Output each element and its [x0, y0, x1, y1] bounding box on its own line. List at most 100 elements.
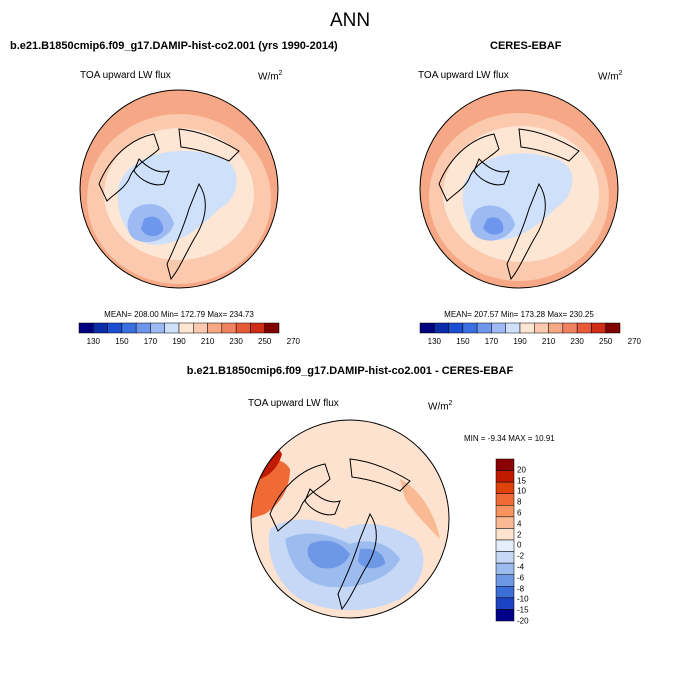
cbar-tick-label: 4 — [517, 519, 522, 529]
colorbar-swatch — [495, 493, 515, 506]
panel-3-colorbar-ticks: 20 15 10 8 6 4 2 0 -2 -4 -6 -8 -10 -15 -… — [517, 459, 547, 625]
colorbar-swatch — [462, 322, 478, 334]
cbar-tick-label: 210 — [541, 337, 556, 346]
cbar-tick-label: 130 — [427, 337, 441, 346]
colorbar-swatch — [495, 458, 515, 471]
colorbar-swatch — [121, 322, 137, 334]
panel-3-colorbar — [495, 458, 515, 622]
coastlines — [269, 458, 411, 611]
colorbar-swatch — [562, 322, 578, 334]
colorbar-swatch — [495, 505, 515, 518]
map-border — [419, 89, 619, 289]
colorbar-swatch — [495, 528, 515, 541]
colorbar-swatch — [235, 322, 251, 334]
coastlines — [98, 128, 240, 281]
colorbar-swatch — [495, 551, 515, 564]
cbar-tick-label: 210 — [200, 337, 215, 346]
flux-region-coldest — [141, 216, 164, 237]
colorbar-swatch — [491, 322, 506, 334]
colorbar-swatch — [576, 322, 592, 334]
cbar-tick-label: 250 — [258, 337, 272, 346]
panel-1-title: b.e21.B1850cmip6.f09_g17.DAMIP-hist-co2.… — [10, 40, 338, 52]
colorbar-swatch — [548, 322, 564, 334]
panel-3-units: W/m2 — [428, 400, 453, 413]
panel-1-map — [79, 89, 279, 289]
colorbar-swatch — [150, 322, 165, 334]
colorbar-swatch — [250, 322, 265, 334]
cbar-tick-label: 170 — [484, 337, 499, 346]
cbar-tick-label: 15 — [517, 476, 526, 486]
panel-2-variable: TOA upward LW flux — [418, 70, 509, 81]
colorbar-swatch — [495, 481, 515, 494]
cbar-tick-label: -4 — [517, 562, 525, 572]
cbar-tick-label: -2 — [517, 551, 525, 561]
colorbar-swatch — [495, 609, 515, 622]
cbar-tick-label: 2 — [517, 530, 522, 540]
colorbar-swatch — [207, 322, 223, 334]
cbar-tick-label: -20 — [517, 616, 529, 626]
cbar-tick-label: 10 — [517, 486, 526, 496]
cbar-tick-label: 230 — [570, 337, 584, 346]
colorbar-swatch — [78, 322, 94, 334]
cbar-tick-label: 270 — [627, 337, 641, 346]
panel-1-colorbar — [78, 322, 280, 334]
colorbar-swatch — [178, 322, 194, 334]
colorbar-swatch — [495, 586, 515, 599]
cbar-tick-label: 190 — [172, 337, 186, 346]
cbar-tick-label: 20 — [517, 465, 526, 475]
colorbar-swatch — [419, 322, 435, 334]
panel-2-colorbar — [419, 322, 621, 334]
colorbar-swatch — [135, 322, 151, 334]
colorbar-swatch — [164, 322, 180, 334]
panel-3-variable: TOA upward LW flux — [248, 398, 339, 409]
panel-2-colorbar-ticks: 130 150 170 190 210 230 250 270 — [420, 337, 641, 349]
cbar-tick-label: 6 — [517, 508, 522, 518]
cbar-tick-label: 8 — [517, 497, 522, 507]
colorbar-swatch — [495, 597, 515, 610]
colorbar-swatch — [519, 322, 535, 334]
cbar-tick-label: 250 — [599, 337, 613, 346]
colorbar-swatch — [93, 322, 108, 334]
cbar-tick-label: 0 — [517, 540, 522, 550]
panel-3-title: b.e21.B1850cmip6.f09_g17.DAMIP-hist-co2.… — [186, 365, 514, 377]
colorbar-swatch — [434, 322, 449, 334]
flux-region-coldest — [483, 217, 504, 235]
colorbar-swatch — [591, 322, 606, 334]
colorbar-swatch — [495, 516, 515, 529]
cbar-tick-label: -15 — [517, 605, 529, 615]
panel-2-map — [419, 89, 619, 289]
colorbar-swatch — [605, 322, 621, 334]
cbar-tick-label: -8 — [517, 584, 525, 594]
panel-2-units: W/m2 — [598, 70, 623, 83]
cbar-tick-label: 130 — [86, 337, 100, 346]
panel-1-units: W/m2 — [258, 70, 283, 83]
cbar-tick-label: 270 — [286, 337, 300, 346]
panel-2-stats: MEAN= 207.57 Min= 173.28 Max= 230.25 — [444, 310, 594, 319]
diff-region-negative-strong — [307, 540, 385, 569]
colorbar-swatch — [534, 322, 549, 334]
cbar-tick-label: 150 — [115, 337, 129, 346]
colorbar-swatch — [107, 322, 123, 334]
cbar-tick-label: -6 — [517, 573, 525, 583]
colorbar-swatch — [495, 574, 515, 587]
cbar-tick-label: 190 — [513, 337, 527, 346]
cbar-tick-label: 230 — [229, 337, 243, 346]
colorbar-swatch — [495, 470, 515, 483]
panel-3-stats: MIN = -9.34 MAX = 10.91 — [464, 434, 555, 443]
colorbar-swatch — [264, 322, 280, 334]
panel-3-map — [250, 419, 450, 619]
colorbar-swatch — [193, 322, 208, 334]
map-border — [79, 89, 279, 289]
colorbar-swatch — [495, 562, 515, 575]
colorbar-swatch — [448, 322, 464, 334]
colorbar-swatch — [221, 322, 237, 334]
cbar-tick-label: -10 — [517, 594, 529, 604]
panel-2-title: CERES-EBAF — [490, 40, 562, 52]
colorbar-swatch — [505, 322, 521, 334]
panel-1-colorbar-ticks: 130 150 170 190 210 230 250 270 — [79, 337, 300, 349]
colorbar-swatch — [495, 539, 515, 552]
colorbar-swatch — [476, 322, 492, 334]
coastlines — [438, 128, 580, 281]
panel-1-stats: MEAN= 208.00 Min= 172.79 Max= 234.73 — [104, 310, 254, 319]
